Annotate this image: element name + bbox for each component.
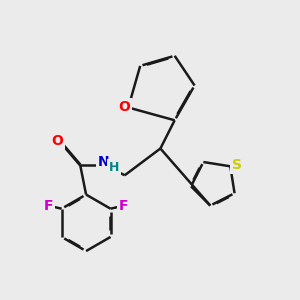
Text: H: H — [109, 161, 119, 174]
Text: F: F — [44, 199, 53, 213]
Text: O: O — [51, 134, 63, 148]
Text: F: F — [119, 199, 129, 213]
Text: N: N — [98, 155, 110, 170]
Text: O: O — [118, 100, 130, 115]
Text: S: S — [232, 158, 242, 172]
